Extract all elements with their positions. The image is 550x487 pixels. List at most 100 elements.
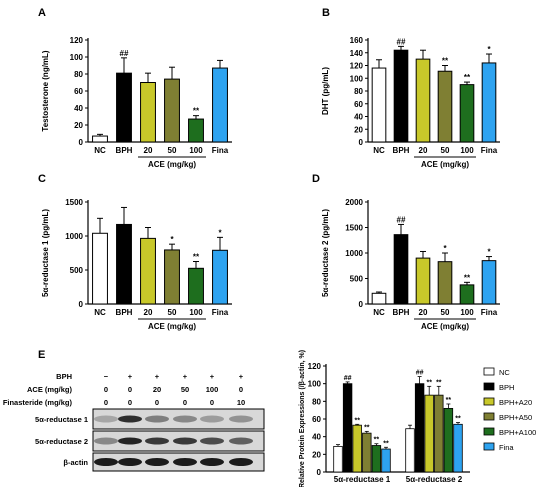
y-tick-label: 1000 <box>65 232 83 241</box>
category-label: 100 <box>460 146 474 155</box>
significance-mark: ** <box>442 57 449 66</box>
category-label: 20 <box>144 146 153 155</box>
y-tick-label: 100 <box>350 74 364 83</box>
bar <box>393 234 409 305</box>
significance-mark: ** <box>354 417 360 424</box>
bar <box>116 223 132 305</box>
bar <box>164 78 180 143</box>
blot-condition-value: + <box>155 372 160 381</box>
category-label: 100 <box>189 146 203 155</box>
bar <box>434 394 444 473</box>
bar <box>188 118 204 143</box>
blot-band <box>145 415 169 423</box>
significance-mark: ## <box>120 49 129 58</box>
y-tick-label: 60 <box>74 87 83 96</box>
significance-mark: ** <box>464 273 471 282</box>
y-axis-label: DHT (pg/mL) <box>321 67 330 115</box>
bar <box>140 237 156 305</box>
category-label: 100 <box>460 308 474 317</box>
blot-condition-value: + <box>183 372 188 381</box>
y-tick-label: 0 <box>79 300 84 309</box>
legend-label: BPH <box>499 383 514 392</box>
significance-mark: ** <box>426 379 432 386</box>
blot-band <box>118 437 142 445</box>
category-label: Fina <box>212 146 229 155</box>
significance-mark: ** <box>455 416 461 423</box>
group-label: ACE (mg/kg) <box>421 322 469 331</box>
y-tick-label: 120 <box>70 36 84 45</box>
y-tick-label: 0 <box>317 468 322 477</box>
blot-row-label: ACE (mg/kg) <box>27 385 73 394</box>
legend-label: Fina <box>499 443 514 452</box>
significance-mark: * <box>487 248 491 257</box>
y-tick-label: 120 <box>350 62 364 71</box>
blot-band <box>94 415 118 423</box>
panel-label-c: C <box>38 173 46 185</box>
blot-band-label: 5α-reductase 1 <box>35 415 88 424</box>
panel-label-e: E <box>38 349 45 361</box>
blot-band <box>94 458 118 466</box>
legend-swatch <box>483 367 495 376</box>
category-label: BPH <box>393 146 410 155</box>
blot-condition-value: 100 <box>206 385 219 394</box>
significance-mark: ** <box>383 440 389 447</box>
category-label: NC <box>94 308 106 317</box>
western-blot: BPH − + + + + +ACE (mg/kg) 0 0 20 50 100 0Finasterid… <box>3 372 265 472</box>
y-tick-label: 500 <box>70 266 84 275</box>
blot-condition-value: 50 <box>181 385 189 394</box>
y-tick-label: 40 <box>312 433 321 442</box>
y-tick-label: 120 <box>308 362 322 371</box>
blot-band-label: 5α-reductase 2 <box>35 437 88 446</box>
legend-swatch <box>483 427 495 436</box>
bar <box>212 249 228 305</box>
blot-band <box>173 437 197 445</box>
significance-mark: * <box>487 45 491 54</box>
bar <box>481 260 497 305</box>
bar <box>415 58 431 143</box>
y-axis-label: 5α-reductase 2 (pg/mL) <box>321 209 330 297</box>
bar <box>437 261 453 305</box>
blot-condition-value: 20 <box>153 385 161 394</box>
bar <box>459 84 475 143</box>
legend-swatch <box>483 382 495 391</box>
blot-condition-value: 10 <box>237 398 245 407</box>
blot-condition-value: + <box>128 372 133 381</box>
bar <box>352 424 362 473</box>
category-label: BPH <box>393 308 410 317</box>
bar <box>362 432 372 473</box>
bar <box>212 67 228 143</box>
category-label: Fina <box>481 146 498 155</box>
y-tick-label: 0 <box>359 300 364 309</box>
blot-band <box>229 437 253 445</box>
y-tick-label: 60 <box>354 100 363 109</box>
y-tick-label: 500 <box>350 275 364 284</box>
legend-swatch <box>483 397 495 406</box>
bar <box>333 445 343 473</box>
y-axis-label: 5α-reductase 1 (pg/mL) <box>41 209 50 297</box>
bar <box>188 267 204 305</box>
bar <box>453 423 463 473</box>
blot-condition-value: 0 <box>183 398 187 407</box>
significance-mark: * <box>443 244 447 253</box>
significance-mark: ** <box>374 437 380 444</box>
blot-condition-value: 0 <box>104 385 108 394</box>
blot-row-label: Finasteride (mg/kg) <box>3 398 73 407</box>
y-tick-label: 0 <box>79 138 84 147</box>
bar <box>424 394 434 473</box>
category-label: 20 <box>419 146 428 155</box>
panel-label-a: A <box>38 7 46 19</box>
category-label: 50 <box>441 146 450 155</box>
bar <box>459 284 475 305</box>
category-label: 50 <box>168 146 177 155</box>
category-label: 5α-reductase 1 <box>334 475 391 484</box>
panel-label-d: D <box>312 173 320 185</box>
y-tick-label: 1500 <box>65 198 83 207</box>
bar <box>116 72 132 143</box>
category-label: BPH <box>116 308 133 317</box>
bar <box>481 62 497 143</box>
category-label: NC <box>373 146 385 155</box>
category-label: 100 <box>189 308 203 317</box>
category-label: 20 <box>144 308 153 317</box>
y-tick-label: 100 <box>308 380 322 389</box>
y-tick-label: 1000 <box>345 249 363 258</box>
